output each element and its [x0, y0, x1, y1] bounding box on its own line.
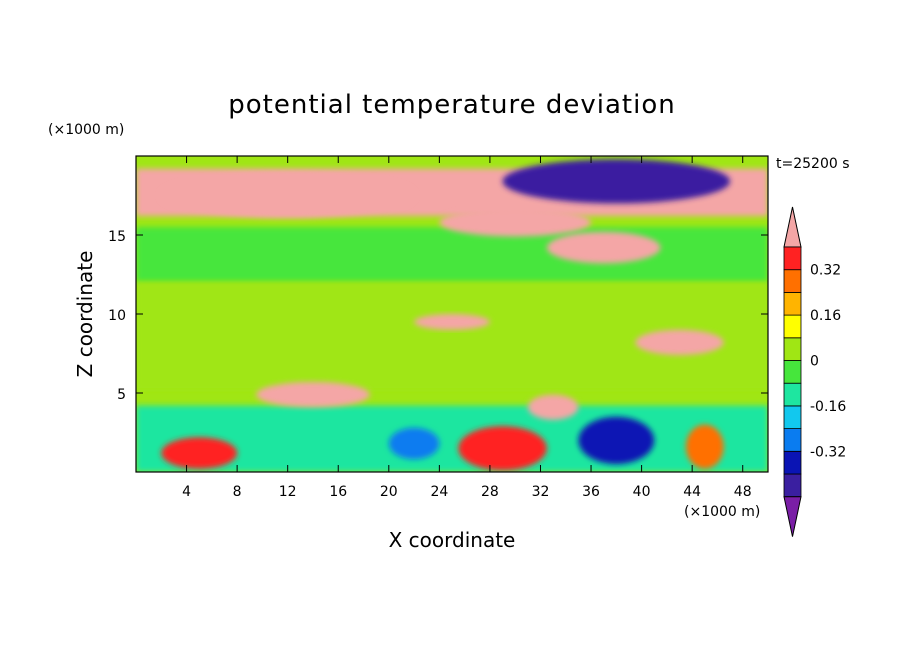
colorbar-min-arrow [783, 496, 802, 537]
colorbar-segment [783, 450, 802, 475]
contour-region [458, 426, 547, 471]
x-tick-label: 24 [430, 484, 448, 500]
contour-region [136, 227, 768, 283]
y-tick-label: 10 [108, 308, 126, 324]
colorbar-segment [783, 269, 802, 293]
x-axis: 4 8 12 16 20 24 28 32 36 40 44 48 [182, 156, 752, 500]
contour-region [256, 381, 370, 408]
contour-region [136, 405, 768, 472]
colorbar-max-arrow [783, 206, 802, 248]
plot-area [136, 156, 768, 472]
colorbar-segment [783, 314, 802, 339]
x-tick-label: 36 [582, 484, 600, 500]
x-unit-label: (×1000 m) [684, 504, 760, 520]
contour-region [414, 314, 490, 330]
contour-region [527, 394, 579, 420]
x-tick-label: 16 [329, 484, 347, 500]
contour-region [161, 173, 415, 218]
x-tick-label: 44 [683, 484, 701, 500]
colorbar-segment [783, 246, 802, 271]
colorbar-tick-label: -0.16 [810, 399, 846, 415]
colorbar-segment [783, 428, 802, 452]
colorbar: 0.32 0.16 0 -0.16 -0.32 [783, 206, 846, 537]
x-tick-label: 8 [233, 484, 242, 500]
x-tick-label: 20 [380, 484, 398, 500]
colorbar-segment [783, 473, 802, 498]
y-axis: 5 10 15 [108, 229, 768, 403]
colorbar-tick-label: 0.32 [810, 263, 841, 279]
contour-region [161, 437, 238, 469]
x-tick-label: 40 [633, 484, 651, 500]
y-unit-label: (×1000 m) [48, 122, 124, 138]
contour-region [578, 416, 655, 465]
x-tick-label: 28 [481, 484, 499, 500]
colorbar-tick-label: 0 [810, 354, 819, 370]
contour-region [439, 208, 592, 237]
colorbar-segment [783, 382, 802, 407]
time-label: t=25200 s [776, 156, 850, 172]
y-tick-label: 5 [117, 387, 126, 403]
x-tick-label: 12 [279, 484, 297, 500]
contour-region [546, 231, 661, 264]
colorbar-segment [783, 291, 802, 316]
x-tick-label: 48 [734, 484, 752, 500]
y-axis-label: Z coordinate [73, 251, 97, 378]
x-tick-label: 32 [532, 484, 550, 500]
x-axis-label: X coordinate [389, 528, 516, 552]
y-tick-label: 15 [108, 229, 126, 245]
contour-region [685, 424, 724, 469]
contour-region [635, 329, 724, 356]
colorbar-tick-label: -0.32 [810, 444, 846, 460]
colorbar-segment [783, 337, 802, 361]
colorbar-tick-label: 0.16 [810, 308, 841, 324]
colorbar-segment [783, 360, 802, 384]
chart-title: potential temperature deviation [228, 90, 675, 120]
contour-region [388, 427, 440, 460]
colorbar-segment [783, 405, 802, 429]
contour-region [502, 159, 731, 204]
x-tick-label: 4 [182, 484, 191, 500]
